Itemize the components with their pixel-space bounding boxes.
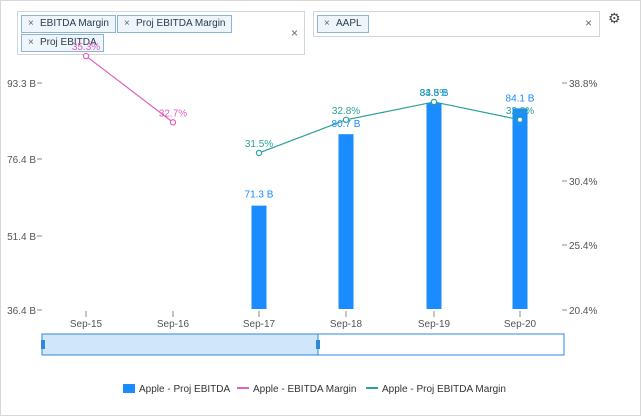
line-data-label: 31.5% <box>245 139 273 150</box>
bar-data-label: 80.7 B <box>332 119 361 130</box>
metric-filter[interactable]: × EBITDA Margin × Proj EBITDA Margin × P… <box>17 11 305 55</box>
bar <box>251 205 267 309</box>
remove-chip-icon[interactable]: × <box>28 18 34 29</box>
bar-data-label: 84.8 B <box>420 88 449 99</box>
chip-label: EBITDA Margin <box>40 18 109 29</box>
right-tick-label: 38.8% <box>569 79 597 90</box>
right-axis: 38.8% 30.4% 25.4% 20.4% <box>562 79 597 317</box>
legend-item-proj-ebitda-margin[interactable]: Apple - Proj EBITDA Margin <box>366 384 506 395</box>
line-data-label: 32.8% <box>506 106 534 117</box>
legend-swatch <box>123 384 135 393</box>
x-tick-label: Sep-15 <box>70 319 103 330</box>
chip-label: Proj EBITDA <box>40 37 97 48</box>
remove-chip-icon[interactable]: × <box>324 18 330 29</box>
x-tick-label: Sep-20 <box>504 319 537 330</box>
line-data-label: 35.3% <box>72 42 100 53</box>
line-series: 35.3% 32.7% 31.5% 32.8% 33.5% 32.8% <box>72 42 534 157</box>
chip-aapl[interactable]: × AAPL <box>317 15 369 33</box>
x-tick-label: Sep-18 <box>330 319 363 330</box>
legend-swatch <box>366 387 378 389</box>
x-tick-label: Sep-17 <box>243 319 276 330</box>
watermark-url: chinafpd.net <box>538 389 622 405</box>
line-point <box>169 119 177 126</box>
navigator-handle-left <box>41 340 45 349</box>
line-point <box>82 52 90 60</box>
x-tick-label: Sep-16 <box>157 319 190 330</box>
line-point <box>255 149 263 157</box>
left-tick-label: 76.4 B <box>7 155 36 166</box>
legend-swatch <box>237 387 249 389</box>
chip-proj-ebitda[interactable]: × Proj EBITDA <box>21 34 104 52</box>
bar <box>338 134 354 309</box>
bar-series: 71.3 B 80.7 B 84.8 B 84.1 B <box>245 88 535 309</box>
watermark-badge: FPD <box>510 371 529 381</box>
left-tick-label: 51.4 B <box>7 232 36 243</box>
gear-icon[interactable]: ⚙ <box>608 10 621 26</box>
chip-label: AAPL <box>336 18 362 29</box>
bar <box>512 108 528 309</box>
bar-data-label: 84.1 B <box>506 93 535 104</box>
x-tick-label: Sep-19 <box>418 319 451 330</box>
clear-metrics-icon[interactable]: × <box>291 26 299 40</box>
series-line <box>85 55 174 123</box>
legend-label: Apple - Proj EBITDA Margin <box>382 384 506 395</box>
chip-label: Proj EBITDA Margin <box>136 18 226 29</box>
watermark-brand: 中华显示网 <box>538 366 628 387</box>
bar <box>426 103 442 309</box>
legend-item-proj-ebitda[interactable]: Apple - Proj EBITDA <box>123 384 230 395</box>
left-tick-label: 36.4 B <box>7 306 36 317</box>
series-line <box>258 101 521 154</box>
line-data-label: 32.8% <box>332 106 360 117</box>
line-point <box>342 116 350 124</box>
line-data-label: 33.5% <box>420 88 448 99</box>
left-axis: 36.4 B 51.4 B 76.4 B 93.3 B <box>7 79 42 317</box>
range-navigator[interactable] <box>41 333 565 356</box>
navigator-selection <box>41 333 319 356</box>
clear-tickers-icon[interactable]: × <box>585 16 593 30</box>
legend-item-ebitda-margin[interactable]: Apple - EBITDA Margin <box>237 384 356 395</box>
remove-chip-icon[interactable]: × <box>124 18 130 29</box>
line-point <box>516 116 524 124</box>
line-point <box>430 98 438 106</box>
remove-chip-icon[interactable]: × <box>28 37 34 48</box>
right-tick-label: 25.4% <box>569 241 597 252</box>
left-tick-label: 93.3 B <box>7 79 36 90</box>
x-axis: Sep-15 Sep-16 Sep-17 Sep-18 Sep-19 Sep-20 <box>70 311 537 330</box>
legend: Apple - Proj EBITDA Apple - EBITDA Margi… <box>0 384 641 400</box>
navigator-handle-right <box>316 340 320 349</box>
watermark-logo: FPD 中华显示网 chinafpd.net <box>498 352 640 414</box>
line-data-label: 32.7% <box>159 108 187 119</box>
bar-data-label: 71.3 B <box>245 190 274 201</box>
chip-ebitda-margin[interactable]: × EBITDA Margin <box>21 15 116 33</box>
ticker-filter[interactable]: × AAPL × <box>313 11 600 37</box>
chip-proj-ebitda-margin[interactable]: × Proj EBITDA Margin <box>117 15 233 33</box>
right-tick-label: 20.4% <box>569 306 597 317</box>
legend-label: Apple - EBITDA Margin <box>253 384 357 395</box>
right-tick-label: 30.4% <box>569 177 597 188</box>
legend-label: Apple - Proj EBITDA <box>139 384 231 395</box>
